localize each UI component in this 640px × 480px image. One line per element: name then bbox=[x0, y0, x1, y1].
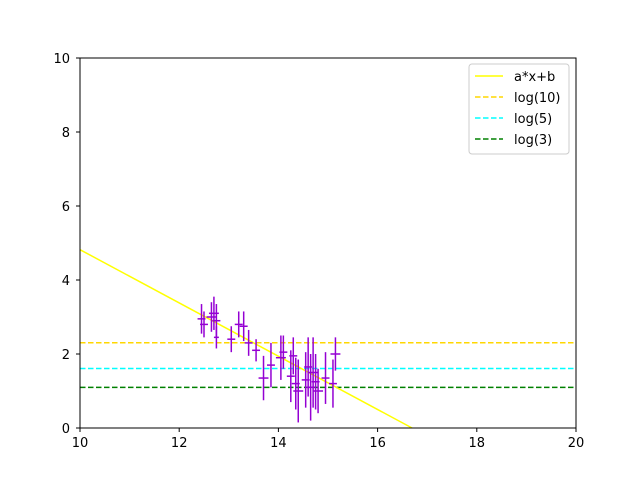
data-point bbox=[313, 368, 324, 414]
y-tick-label: 4 bbox=[62, 274, 70, 289]
data-point bbox=[275, 335, 286, 380]
data-points bbox=[197, 296, 341, 423]
data-point bbox=[200, 311, 208, 338]
legend-label: log(5) bbox=[514, 112, 552, 127]
data-point bbox=[234, 311, 243, 338]
data-point bbox=[244, 329, 253, 356]
data-point bbox=[308, 337, 319, 408]
plot-frame bbox=[79, 57, 577, 429]
x-tick-label: 20 bbox=[568, 436, 585, 451]
x-tick-label: 12 bbox=[171, 436, 188, 451]
y-tick-label: 6 bbox=[62, 200, 70, 215]
data-point bbox=[328, 359, 337, 408]
x-tick-label: 14 bbox=[270, 436, 287, 451]
data-point bbox=[266, 342, 275, 388]
legend-label: a*x+b bbox=[514, 70, 555, 85]
x-tick-label: 10 bbox=[72, 436, 89, 451]
legend-label: log(10) bbox=[514, 91, 561, 106]
data-point bbox=[286, 350, 295, 403]
legend-label: log(3) bbox=[514, 133, 552, 148]
x-tick-label: 16 bbox=[369, 436, 386, 451]
y-tick-label: 8 bbox=[62, 126, 70, 141]
y-tick-label: 10 bbox=[53, 52, 70, 67]
data-point bbox=[279, 335, 288, 369]
data-point bbox=[239, 311, 248, 342]
data-point bbox=[213, 326, 219, 349]
x-axis: 10 12 14 16 18 20 bbox=[72, 428, 585, 451]
data-point bbox=[321, 352, 330, 404]
reference-lines bbox=[80, 342, 576, 389]
data-point bbox=[227, 326, 236, 353]
y-axis: 0 2 4 6 8 10 bbox=[53, 52, 80, 437]
data-point bbox=[330, 337, 341, 371]
data-point bbox=[206, 302, 217, 332]
fit-line bbox=[79, 248, 413, 429]
data-point bbox=[252, 339, 261, 362]
data-point bbox=[293, 359, 304, 423]
data-point bbox=[289, 337, 298, 375]
legend: a*x+b log(10) log(5) log(3) bbox=[468, 63, 570, 155]
data-point bbox=[208, 296, 219, 330]
legend-box bbox=[468, 63, 570, 155]
x-tick-label: 18 bbox=[469, 436, 486, 451]
fit-line-group bbox=[79, 248, 413, 429]
data-point bbox=[258, 355, 269, 401]
y-tick-label: 0 bbox=[62, 422, 70, 437]
y-tick-label: 2 bbox=[62, 348, 70, 363]
